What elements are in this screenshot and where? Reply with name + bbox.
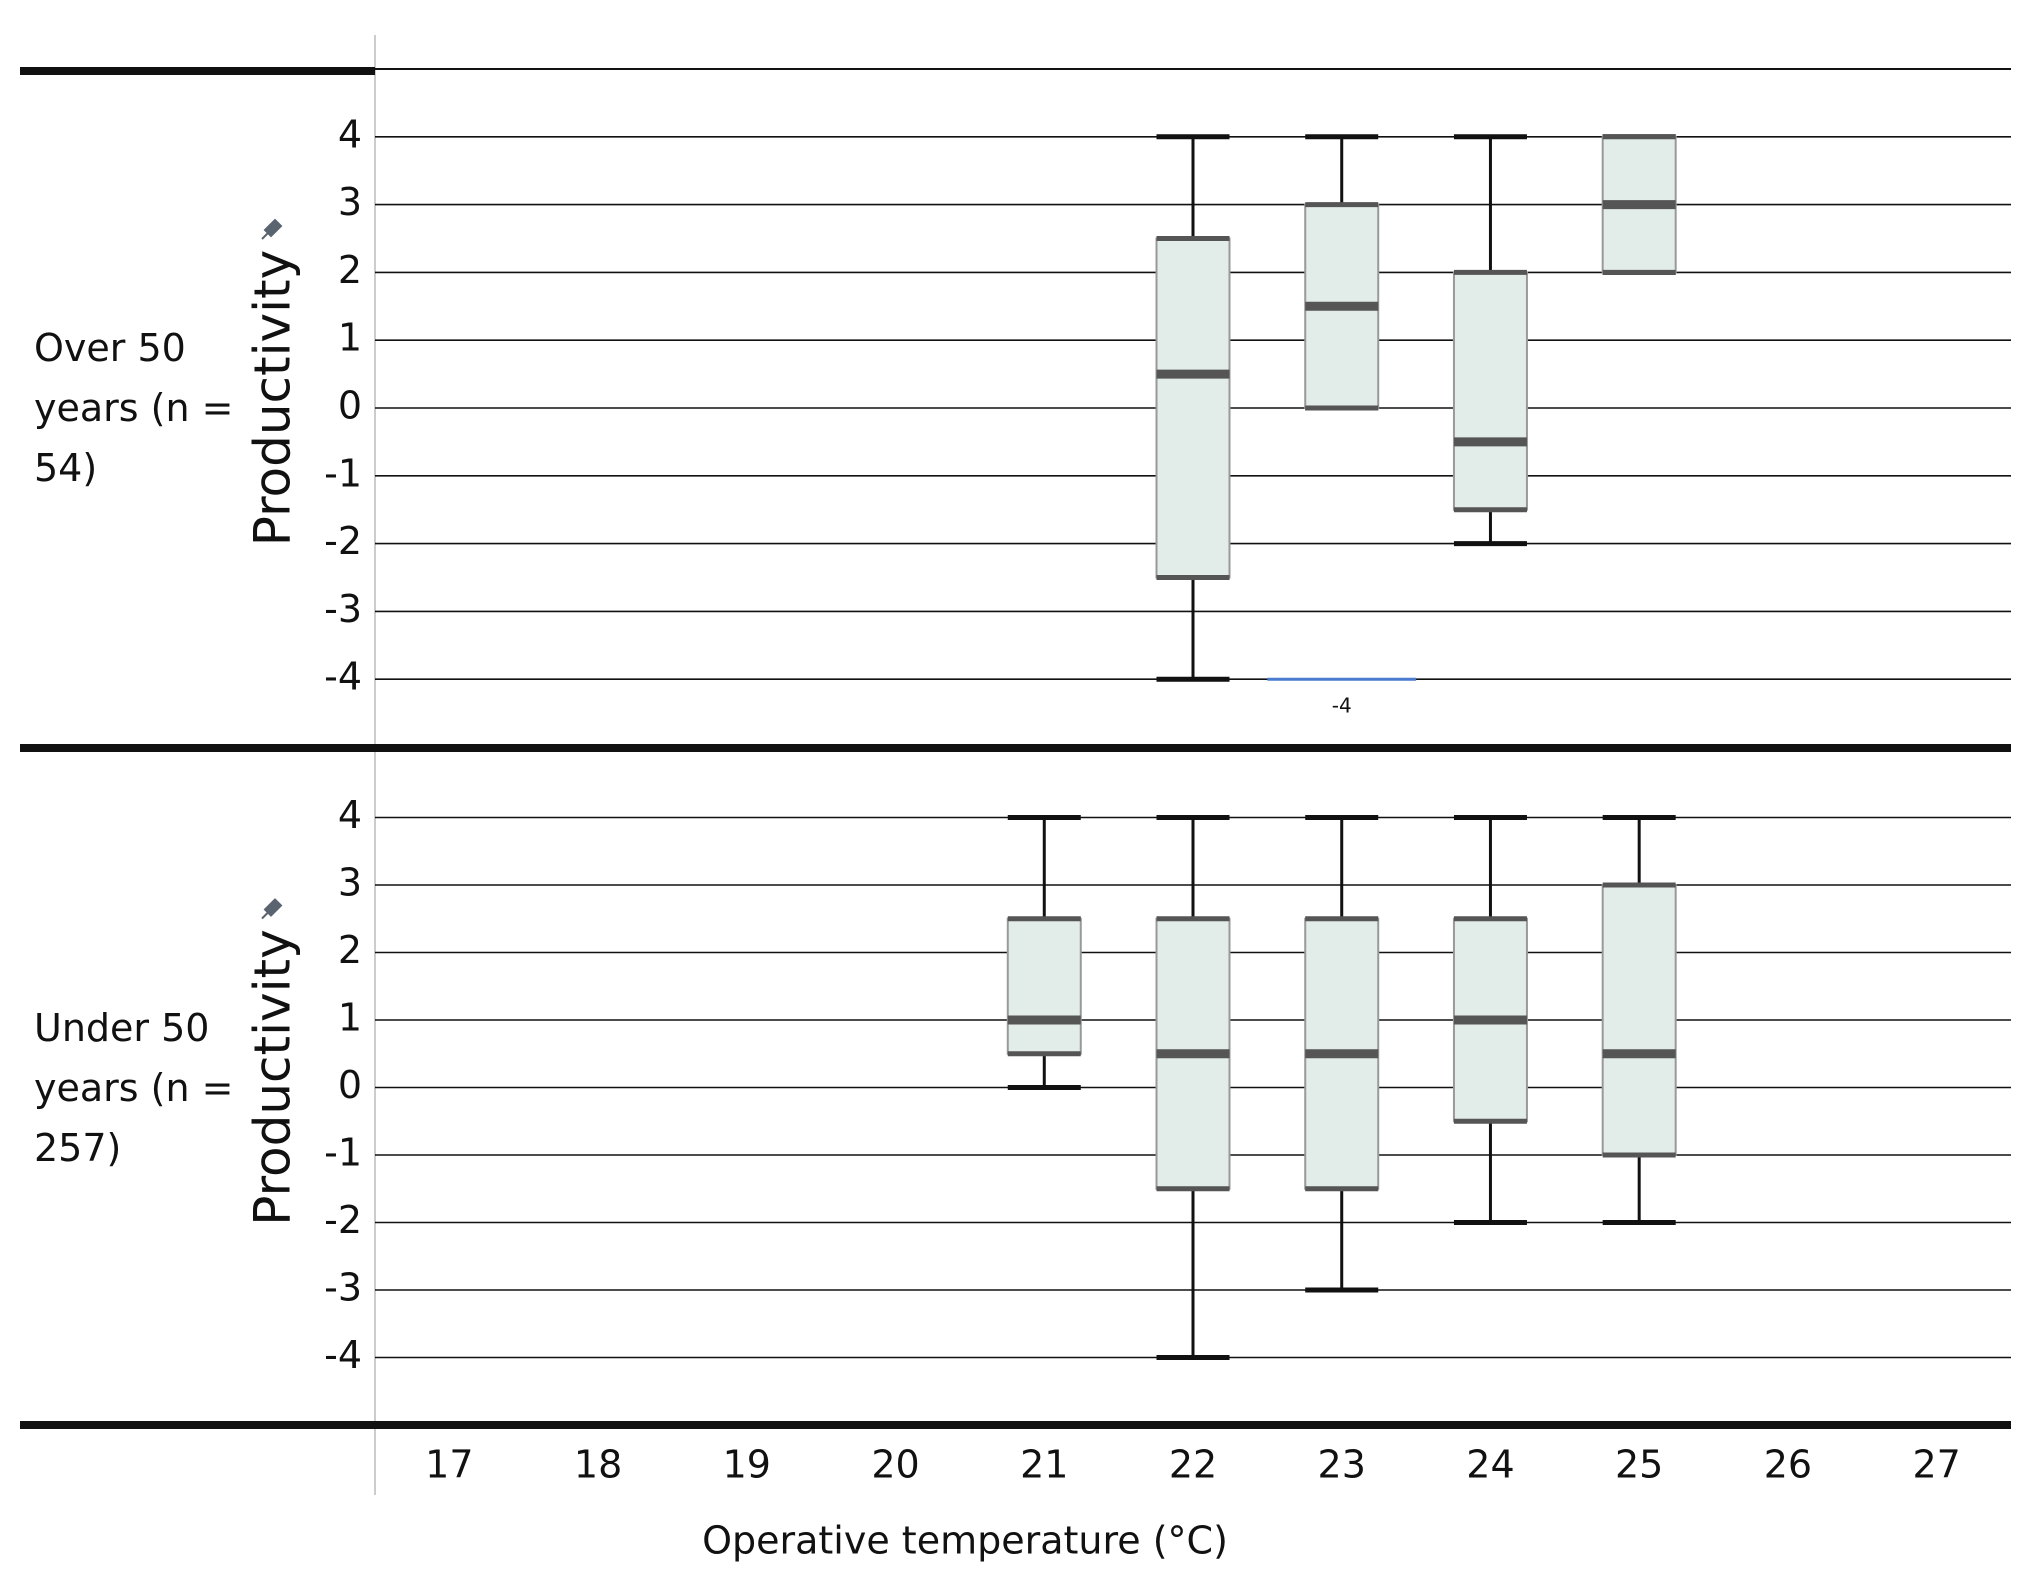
x-tick-label: 26 xyxy=(1764,1443,1812,1487)
x-axis-title: Operative temperature (°C) xyxy=(702,1519,1228,1563)
box xyxy=(1006,917,1082,1055)
x-tick-label: 17 xyxy=(425,1443,473,1487)
row-label: Over 50 years (n = 54) xyxy=(34,326,234,490)
y-tick-label: 1 xyxy=(338,996,362,1040)
y-tick-label: -4 xyxy=(324,655,362,699)
y-tick-label: -3 xyxy=(324,1266,362,1310)
y-tick-label: 3 xyxy=(338,861,362,905)
row-label: Under 50 years (n = 257) xyxy=(34,1005,234,1170)
y-tick-label: 0 xyxy=(338,1063,362,1107)
pin-icon xyxy=(261,898,283,920)
y-tick-label: 1 xyxy=(338,316,362,360)
y-tick-label: 2 xyxy=(338,248,362,292)
y-tick-label: -4 xyxy=(324,1333,362,1377)
x-tick-label: 21 xyxy=(1020,1443,1068,1487)
x-tick-label: 20 xyxy=(871,1443,919,1487)
y-tick-label: -3 xyxy=(324,587,362,631)
x-tick-label: 19 xyxy=(723,1443,771,1487)
reference-label: -4 xyxy=(1332,694,1352,718)
y-axis-title: Productivity xyxy=(244,929,302,1225)
x-tick-label: 24 xyxy=(1466,1443,1514,1487)
box xyxy=(1601,884,1677,1156)
y-tick-label: -2 xyxy=(324,1198,362,1242)
y-tick-label: 4 xyxy=(338,793,362,837)
y-tick-label: 0 xyxy=(338,384,362,428)
y-tick-label: 4 xyxy=(338,112,362,156)
x-tick-label: 22 xyxy=(1169,1443,1217,1487)
box xyxy=(1155,237,1231,579)
x-tick-label: 27 xyxy=(1912,1443,1960,1487)
y-tick-label: -1 xyxy=(324,451,362,495)
y-axis-title: Productivity xyxy=(244,250,302,546)
x-tick-label: 25 xyxy=(1615,1443,1663,1487)
y-tick-label: -1 xyxy=(324,1131,362,1175)
x-tick-label: 23 xyxy=(1318,1443,1366,1487)
box xyxy=(1452,271,1528,511)
y-tick-label: 2 xyxy=(338,928,362,972)
x-tick-label: 18 xyxy=(574,1443,622,1487)
y-tick-label: -2 xyxy=(324,519,362,563)
pin-icon xyxy=(261,218,283,240)
y-tick-label: 3 xyxy=(338,180,362,224)
